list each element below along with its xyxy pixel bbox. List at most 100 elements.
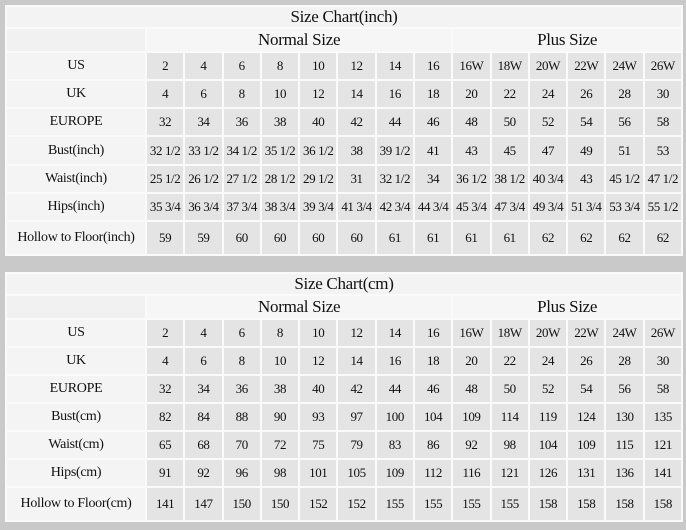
table-cell: 60 [259, 220, 301, 256]
table-cell: 115 [604, 430, 645, 460]
table-cell: 24 [527, 346, 569, 376]
table-cell: 59 [183, 220, 224, 256]
table-cell: 47 [527, 135, 569, 166]
table-cell: 28 [604, 79, 645, 110]
table-cell: 147 [183, 486, 224, 522]
table-row: Hollow to Floor(inch) 59 59 60 60 60 60 61 61 61 6… [5, 220, 684, 256]
table-cell: 40 [298, 107, 339, 138]
table-cell: 75 [298, 430, 339, 460]
table-cell: 16 [374, 346, 415, 376]
table-cell: 84 [183, 402, 224, 432]
table-cell: 83 [374, 430, 415, 460]
row-label: Bust(inch) [5, 135, 147, 166]
table-cell: 14 [374, 318, 415, 348]
table-cell: 41 [412, 135, 454, 166]
table-cell: 8 [259, 318, 301, 348]
table-cell: 54 [566, 374, 607, 404]
table-cell: 28 1/2 [259, 163, 301, 194]
blank-cell [5, 27, 147, 53]
table-cell: 10 [259, 346, 301, 376]
table-cell: 22W [566, 318, 607, 348]
row-label: UK [5, 79, 147, 110]
row-label: Hips(inch) [5, 191, 147, 223]
table-cell: 27 1/2 [221, 163, 262, 194]
table-cell: 152 [298, 486, 339, 522]
table-cell: 34 [183, 374, 224, 404]
row-label: Bust(cm) [5, 402, 147, 432]
table-cell: 53 [642, 135, 684, 166]
table-cell: 40 [298, 374, 339, 404]
table-cell: 48 [451, 374, 492, 404]
table-cell: 6 [183, 346, 224, 376]
table-cell: 39 1/2 [374, 135, 415, 166]
table-cell: 33 1/2 [183, 135, 224, 166]
table-cell: 6 [221, 50, 262, 82]
table-cell: 55 1/2 [642, 191, 684, 223]
row-label: Hips(cm) [5, 458, 147, 488]
table-cell: 22W [566, 50, 607, 82]
table-row: UK 4 6 8 10 12 14 16 18 20 22 24 26 28 30 [5, 346, 684, 376]
table-cell: 50 [489, 107, 530, 138]
table-cell: 24W [604, 318, 645, 348]
table-cell: 38 3/4 [259, 191, 301, 223]
table-row: Hips(cm) 91 92 96 98 101 105 109 112 116 121 126 131… [5, 458, 684, 488]
table-row: US 2 4 6 8 10 12 14 16 16W 18W 20W 22W 24W 26W [5, 50, 684, 82]
table-cell: 38 [336, 135, 377, 166]
table-cell: 10 [298, 50, 339, 82]
table-cell: 141 [642, 458, 684, 488]
table-cell: 58 [642, 107, 684, 138]
table-cell: 98 [489, 430, 530, 460]
table-cell: 18 [412, 79, 454, 110]
table-cell: 141 [144, 486, 186, 522]
table-cell: 10 [298, 318, 339, 348]
table-cell: 18W [489, 50, 530, 82]
table-cell: 42 [336, 374, 377, 404]
table-cell: 112 [412, 458, 454, 488]
table-cell: 92 [183, 458, 224, 488]
chart-title: Size Chart(cm) [5, 272, 683, 296]
table-row: EUROPE 32 34 36 38 40 42 44 46 48 50 52 54 56 58 [5, 374, 684, 404]
table-cell: 131 [566, 458, 607, 488]
table-row: UK 4 6 8 10 12 14 16 18 20 22 24 26 28 30 [5, 79, 684, 110]
table-cell: 100 [374, 402, 415, 432]
table-cell: 36 [221, 374, 262, 404]
table-cell: 155 [374, 486, 415, 522]
table-cell: 56 [604, 107, 645, 138]
table-cell: 130 [604, 402, 645, 432]
table-cell: 101 [298, 458, 339, 488]
size-chart-inch: Size Chart(inch) Normal Size Plus Size US 2 4… [5, 5, 684, 256]
table-cell: 72 [259, 430, 301, 460]
table-cell: 114 [489, 402, 530, 432]
table-cell: 14 [336, 346, 377, 376]
table-cell: 155 [412, 486, 454, 522]
table-cell: 37 3/4 [221, 191, 262, 223]
table-cell: 36 1/2 [451, 163, 492, 194]
table-cell: 22 [489, 346, 530, 376]
table-cell: 59 [144, 220, 186, 256]
table-cell: 93 [298, 402, 339, 432]
table-cell: 104 [527, 430, 569, 460]
table-cell: 124 [566, 402, 607, 432]
chart-title: Size Chart(inch) [5, 5, 683, 29]
table-cell: 98 [259, 458, 301, 488]
table-cell: 2 [144, 318, 186, 348]
table-cell: 16 [374, 79, 415, 110]
table-cell: 61 [489, 220, 530, 256]
table-cell: 60 [298, 220, 339, 256]
table-cell: 34 [183, 107, 224, 138]
table-cell: 126 [527, 458, 569, 488]
table-cell: 91 [144, 458, 186, 488]
table-cell: 24 [527, 79, 569, 110]
table-cell: 68 [183, 430, 224, 460]
table-cell: 20 [451, 79, 492, 110]
table-cell: 47 3/4 [489, 191, 530, 223]
table-cell: 51 3/4 [566, 191, 607, 223]
group-normal-size: Normal Size [144, 27, 454, 53]
table-cell: 62 [604, 220, 645, 256]
table-cell: 60 [221, 220, 262, 256]
table-cell: 62 [642, 220, 684, 256]
row-label: EUROPE [5, 374, 147, 404]
table-row: Waist(inch) 25 1/2 26 1/2 27 1/2 28 1/2 29 1/… [5, 163, 684, 194]
table-cell: 32 [144, 107, 186, 138]
table-cell: 36 [221, 107, 262, 138]
